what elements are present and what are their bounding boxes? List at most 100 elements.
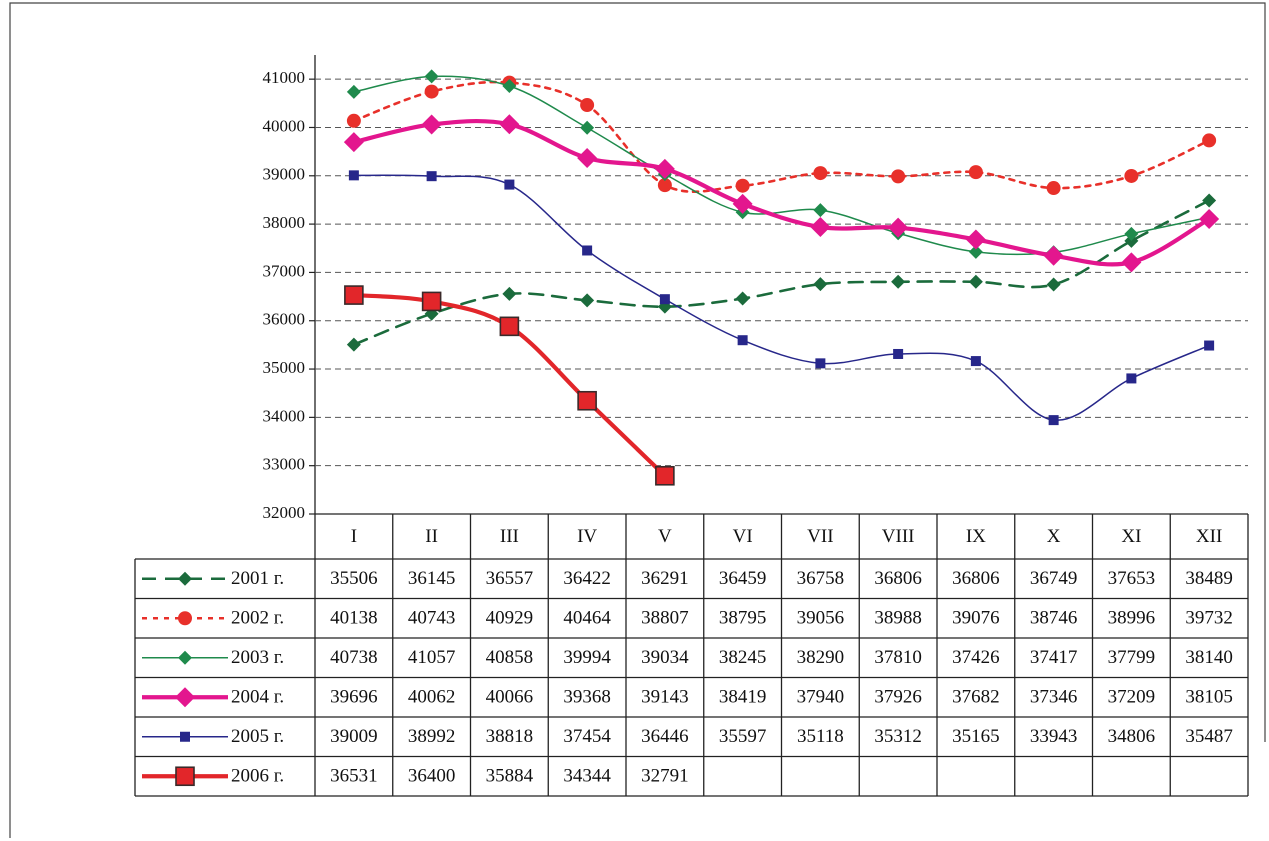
table-value: 38988	[874, 608, 922, 629]
marker	[1046, 277, 1061, 292]
table-value: 38807	[641, 608, 689, 629]
series-line	[351, 118, 1212, 267]
marker	[348, 170, 359, 181]
legend-label: 2001 г.	[231, 568, 284, 589]
table-value: 39732	[1185, 608, 1233, 629]
x-tick-label: X	[1047, 526, 1061, 547]
table-value: 41057	[408, 647, 456, 668]
table-value: 36291	[641, 568, 689, 589]
marker	[655, 465, 675, 486]
table-value: 38140	[1185, 647, 1233, 668]
table-value: 38245	[719, 647, 767, 668]
table-value: 39696	[330, 687, 378, 708]
table-value: 36459	[719, 568, 767, 589]
marker	[180, 731, 190, 742]
marker	[735, 291, 750, 306]
table-value: 36446	[641, 726, 689, 747]
x-tick-label: IV	[577, 526, 597, 547]
marker	[178, 650, 192, 665]
table-value: 39034	[641, 647, 689, 668]
marker	[344, 285, 364, 305]
marker	[1204, 340, 1215, 351]
table-value: 37417	[1030, 647, 1078, 668]
table-value: 38290	[797, 647, 845, 668]
y-tick-label: 36000	[263, 310, 306, 329]
marker	[732, 193, 753, 214]
table-value: 35487	[1185, 726, 1233, 747]
table-value: 36806	[952, 568, 1000, 589]
table-value: 39368	[563, 687, 611, 708]
marker	[580, 120, 595, 135]
table-value: 36400	[408, 766, 456, 787]
marker	[346, 84, 361, 99]
marker	[175, 766, 195, 787]
table-value: 37940	[797, 687, 845, 708]
marker	[421, 114, 442, 135]
marker	[893, 348, 904, 359]
table-value: 38992	[408, 726, 456, 747]
table-value: 37653	[1108, 568, 1156, 589]
table-value: 38105	[1185, 687, 1233, 708]
table-value: 37799	[1108, 647, 1156, 668]
marker	[424, 84, 439, 99]
table-value: 40858	[486, 647, 534, 668]
table-value: 38818	[486, 726, 534, 747]
marker	[891, 274, 906, 289]
marker	[577, 148, 598, 169]
marker	[654, 158, 675, 179]
table-value: 40066	[486, 687, 534, 708]
table-value: 37426	[952, 647, 1000, 668]
table-value: 36749	[1030, 568, 1078, 589]
marker	[178, 571, 192, 586]
series	[346, 69, 1217, 260]
table-value: 39994	[563, 647, 611, 668]
legend-label: 2003 г.	[231, 647, 284, 668]
y-tick-label: 37000	[263, 261, 306, 280]
table-value: 39076	[952, 608, 1000, 629]
marker	[499, 114, 520, 135]
marker	[737, 335, 748, 346]
marker	[426, 171, 437, 182]
table-value: 32791	[641, 766, 689, 787]
table-value: 37926	[874, 687, 922, 708]
y-tick-label: 33000	[263, 455, 306, 474]
marker	[421, 291, 442, 312]
marker	[343, 132, 364, 153]
marker	[1199, 209, 1220, 230]
series-line	[352, 199, 1211, 346]
frame	[9, 2, 1266, 838]
table-value: 36758	[797, 568, 845, 589]
marker	[659, 294, 670, 305]
marker	[968, 165, 983, 180]
table-value: 37346	[1030, 687, 1078, 708]
marker	[965, 229, 986, 250]
table-value: 37682	[952, 687, 1000, 708]
marker	[735, 178, 750, 193]
marker	[970, 356, 981, 367]
table-value: 36422	[563, 568, 611, 589]
table-value: 35597	[719, 726, 767, 747]
x-tick-label: IX	[966, 526, 986, 547]
y-tick-label: 41000	[263, 68, 306, 87]
marker	[346, 113, 361, 128]
legend-label: 2002 г.	[231, 608, 284, 629]
legend-label: 2004 г.	[231, 687, 284, 708]
table-value: 35118	[797, 726, 844, 747]
table-value: 39056	[797, 608, 845, 629]
marker	[582, 245, 593, 256]
table-value: 35312	[874, 726, 922, 747]
table-value: 40464	[563, 608, 611, 629]
marker	[968, 274, 983, 289]
marker	[178, 611, 192, 626]
y-tick-label: 39000	[263, 165, 306, 184]
table-value: 36531	[330, 766, 378, 787]
y-tick-label: 34000	[263, 406, 306, 425]
x-tick-label: III	[500, 526, 519, 547]
table-value: 37810	[874, 647, 922, 668]
marker	[813, 203, 828, 218]
x-tick-label: I	[351, 526, 357, 547]
marker	[815, 358, 826, 369]
marker	[1124, 226, 1139, 241]
marker	[891, 169, 906, 184]
